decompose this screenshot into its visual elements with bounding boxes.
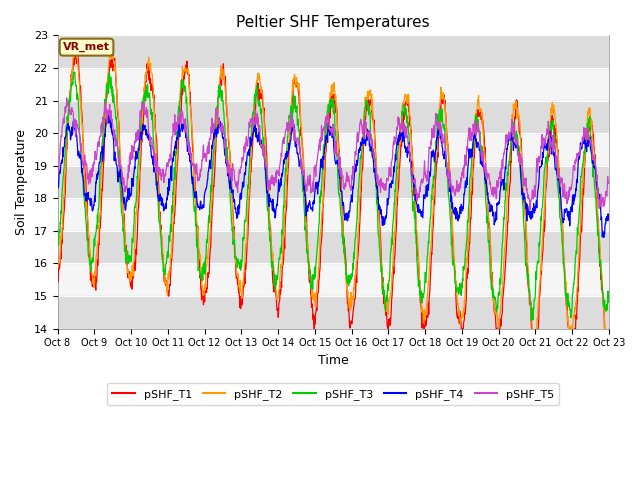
Bar bbox=[58, 166, 609, 198]
Y-axis label: Soil Temperature: Soil Temperature bbox=[15, 129, 28, 235]
Bar bbox=[58, 36, 609, 68]
Bar bbox=[58, 100, 609, 133]
Legend: pSHF_T1, pSHF_T2, pSHF_T3, pSHF_T4, pSHF_T5: pSHF_T1, pSHF_T2, pSHF_T3, pSHF_T4, pSHF… bbox=[107, 383, 559, 405]
Text: VR_met: VR_met bbox=[63, 42, 110, 52]
Title: Peltier SHF Temperatures: Peltier SHF Temperatures bbox=[236, 15, 430, 30]
Bar bbox=[58, 231, 609, 264]
X-axis label: Time: Time bbox=[318, 354, 349, 367]
Bar bbox=[58, 296, 609, 329]
